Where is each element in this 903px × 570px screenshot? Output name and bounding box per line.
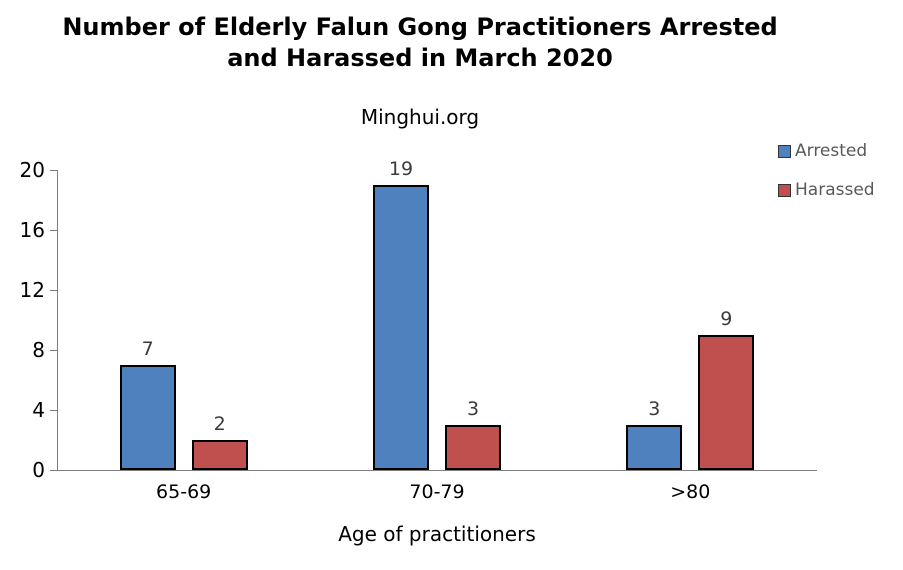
- x-axis-title: Age of practitioners: [338, 522, 536, 546]
- chart-title-line2: and Harassed in March 2020: [227, 44, 613, 72]
- y-axis-tick-mark: [50, 170, 57, 171]
- y-axis-tick-label: 16: [19, 218, 45, 242]
- bar-harassed-70-79: [445, 425, 501, 470]
- legend-item-arrested: Arrested: [778, 141, 875, 161]
- y-axis-tick-label: 4: [32, 398, 45, 422]
- legend-swatch-icon: [778, 144, 791, 158]
- y-axis-tick-label: 0: [32, 458, 45, 482]
- legend: Arrested Harassed: [778, 141, 875, 219]
- y-axis-tick-mark: [50, 410, 57, 411]
- bar-harassed->80: [698, 335, 755, 470]
- chart-title: Number of Elderly Falun Gong Practitione…: [0, 12, 840, 74]
- data-label: 7: [141, 338, 154, 360]
- chart-subtitle: Minghui.org: [360, 105, 480, 129]
- y-axis-tick-mark: [50, 290, 57, 291]
- bar-arrested-65-69: [119, 365, 176, 470]
- y-axis-tick-label: 20: [19, 158, 45, 182]
- legend-label: Arrested: [795, 141, 868, 161]
- legend-label: Harassed: [795, 180, 875, 200]
- x-axis-category-label: 70-79: [409, 481, 465, 503]
- bar-arrested-70-79: [373, 185, 429, 470]
- x-axis-category-label: >80: [670, 481, 711, 503]
- bar-harassed-65-69: [191, 440, 248, 470]
- x-axis-category-label: 65-69: [156, 481, 212, 503]
- legend-item-harassed: Harassed: [778, 180, 875, 200]
- data-label: 9: [720, 308, 733, 330]
- x-axis-line: [57, 470, 817, 471]
- data-label: 3: [648, 398, 661, 420]
- data-label: 3: [466, 398, 480, 420]
- y-axis-tick-mark: [50, 470, 57, 471]
- y-axis-tick-mark: [50, 350, 57, 351]
- y-axis-line: [57, 170, 58, 470]
- y-axis-tick-mark: [50, 230, 57, 231]
- y-axis-tick-label: 12: [19, 278, 45, 302]
- bar-arrested->80: [626, 425, 683, 470]
- legend-swatch-icon: [778, 183, 791, 197]
- y-axis-tick-label: 8: [32, 338, 45, 362]
- data-label: 2: [213, 413, 226, 435]
- chart-title-line1: Number of Elderly Falun Gong Practitione…: [62, 13, 778, 41]
- data-label: 19: [388, 158, 414, 180]
